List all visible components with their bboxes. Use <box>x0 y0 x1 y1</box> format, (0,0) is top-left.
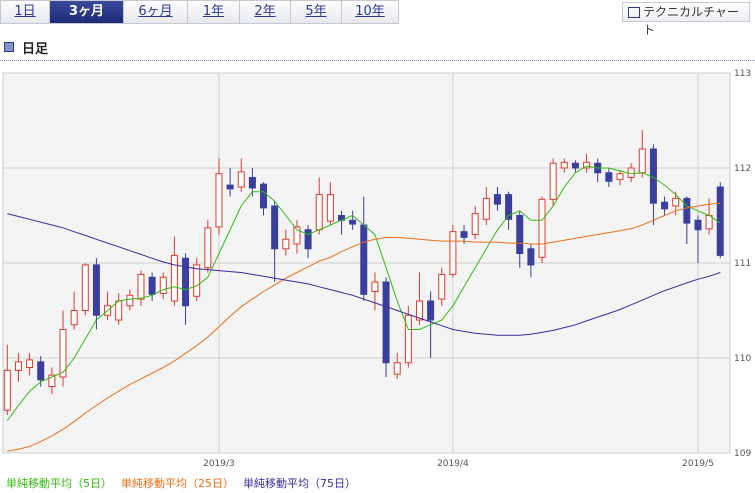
candle-body <box>26 359 34 368</box>
moving-average-line <box>7 202 721 452</box>
candle-body <box>449 231 457 275</box>
candle-body <box>14 361 22 371</box>
chart-icon <box>628 7 640 18</box>
section-title: 日足 <box>4 38 48 57</box>
candle-body <box>516 215 524 254</box>
candle-body <box>404 314 412 364</box>
candle-body <box>661 201 669 210</box>
period-tab[interactable]: 2年 <box>239 0 291 24</box>
candle-body <box>560 161 568 169</box>
technical-chart-button[interactable]: テクニカルチャート <box>622 2 750 37</box>
moving-average-line <box>6 165 721 421</box>
candle-body <box>482 197 490 220</box>
candle-body <box>204 227 212 269</box>
candle-body <box>315 194 323 231</box>
button-label: テクニカルチャート <box>643 5 739 37</box>
candle-body <box>248 177 256 189</box>
candle-body <box>37 361 45 381</box>
y-tick-label: 112 <box>734 164 751 174</box>
candle-body <box>304 229 312 250</box>
y-tick-label: 110 <box>734 354 751 364</box>
candle-body <box>471 213 479 236</box>
candle-body <box>70 310 78 326</box>
y-tick-label: 113 <box>734 69 751 79</box>
candle-body <box>371 281 379 292</box>
legend-label: 単純移動平均（75日） <box>243 476 356 490</box>
candle-body <box>170 254 178 302</box>
candle-body <box>92 264 100 316</box>
legend-label: 単純移動平均（5日） <box>6 476 112 490</box>
candle-body <box>137 273 145 300</box>
period-tab[interactable]: 1日 <box>0 0 50 24</box>
candle-body <box>271 205 279 250</box>
candle-body <box>349 219 357 225</box>
candle-body <box>326 194 334 222</box>
legend-label: 単純移動平均（25日） <box>121 476 234 490</box>
candle-body <box>438 273 446 300</box>
section-label: 日足 <box>22 42 49 57</box>
section-icon <box>4 42 14 52</box>
candle-body <box>182 257 190 307</box>
candle-body <box>571 162 579 169</box>
candle-body <box>694 219 702 231</box>
candle-body <box>549 162 557 200</box>
x-tick-label: 2019/4 <box>437 459 469 469</box>
candle-body <box>293 226 301 245</box>
candle-body <box>538 198 546 258</box>
candle-body <box>415 300 423 321</box>
candle-body <box>3 369 11 411</box>
period-tab[interactable]: 10年 <box>341 0 399 24</box>
candle-body <box>493 194 501 205</box>
candle-body <box>115 300 123 321</box>
candle-body <box>583 161 591 169</box>
candle-body <box>605 172 613 182</box>
candle-body <box>282 238 290 250</box>
candle-body <box>48 374 56 388</box>
candle-body <box>193 264 201 297</box>
x-tick-label: 2019/3 <box>203 459 235 469</box>
candle-body <box>159 276 167 294</box>
moving-average-line <box>7 213 721 336</box>
candle-body <box>260 183 268 209</box>
candle-body <box>126 294 134 307</box>
y-tick-label: 111 <box>734 259 751 269</box>
period-tab[interactable]: 3ヶ月 <box>49 0 124 24</box>
candle-body <box>427 300 435 321</box>
candle-body <box>81 264 89 311</box>
y-tick-label: 109 <box>734 449 751 459</box>
candle-body <box>393 362 401 375</box>
candle-body <box>215 173 223 228</box>
divider <box>0 60 755 61</box>
candle-body <box>59 329 67 378</box>
period-tab[interactable]: 1年 <box>187 0 240 24</box>
candle-body <box>527 248 535 266</box>
candle-body <box>638 148 646 174</box>
candle-body <box>237 171 245 188</box>
candle-body <box>226 184 234 190</box>
candle-body <box>460 231 468 238</box>
period-tabs: 1日 3ヶ月 6ヶ月 1年 2年 5年 10年 <box>0 0 399 24</box>
candle-body <box>505 194 513 220</box>
candle-body <box>148 276 156 295</box>
candle-body <box>672 197 680 207</box>
candle-body <box>683 197 691 224</box>
x-tick-label: 2019/5 <box>682 459 714 469</box>
candle-body <box>616 173 624 180</box>
candle-body <box>382 281 390 364</box>
period-tab[interactable]: 6ヶ月 <box>123 0 188 24</box>
candle-body <box>360 224 368 295</box>
